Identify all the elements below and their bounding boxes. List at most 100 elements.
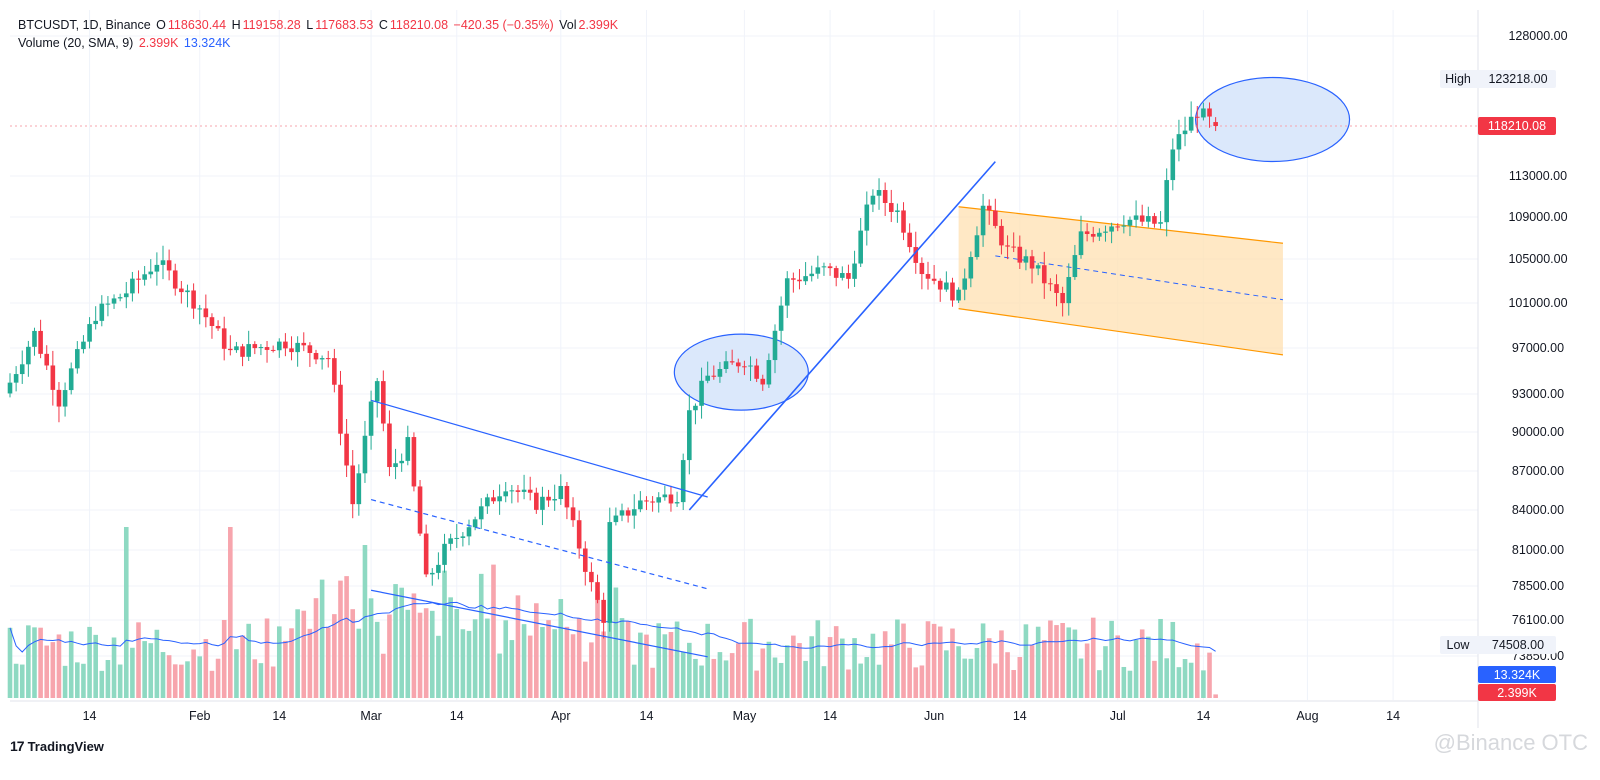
candle-body — [650, 501, 655, 503]
volume-bar — [81, 663, 86, 698]
low-label-bg — [1440, 636, 1556, 654]
volume-bar — [1121, 666, 1127, 698]
volume-bar — [937, 626, 943, 698]
volume-bar — [742, 622, 747, 698]
volume-bar — [687, 642, 692, 698]
channel-fill — [958, 206, 1283, 355]
volume-bar — [944, 650, 949, 698]
volume-bar — [754, 670, 759, 698]
volume-bar — [13, 663, 19, 698]
candle-body — [228, 348, 233, 351]
volume-bar — [148, 643, 154, 698]
volume-bar — [950, 628, 955, 698]
candle-body — [411, 437, 417, 487]
volume-bar — [191, 649, 196, 698]
candle-body — [540, 496, 545, 510]
price-tick-label: 101000.00 — [1508, 296, 1567, 310]
candle-body — [215, 325, 221, 329]
volume-bar — [68, 631, 74, 698]
volume-bar — [846, 669, 851, 698]
candle-body — [497, 496, 502, 502]
volume-study-value: 2.399K — [138, 36, 179, 50]
volume-bar — [1084, 643, 1090, 698]
volume-bar — [552, 629, 557, 698]
volume-bar — [344, 576, 349, 698]
volume-bar — [442, 570, 447, 698]
volume-bar — [448, 597, 453, 698]
time-tick-label: 14 — [823, 709, 837, 723]
candle-body — [399, 460, 404, 464]
volume-bar — [1041, 640, 1047, 698]
candle-body — [931, 278, 937, 281]
candlesticks — [7, 101, 1218, 639]
volume-bar — [833, 626, 839, 698]
volume-bar — [974, 648, 980, 698]
candle-body — [1139, 215, 1145, 222]
volume-bar — [478, 573, 484, 698]
candle-body — [13, 374, 19, 383]
volume-bar — [540, 627, 545, 698]
candle-body — [693, 405, 698, 411]
candle-body — [558, 485, 564, 500]
falling-channel-lower — [370, 589, 708, 658]
candle-body — [638, 500, 643, 510]
open-value: 118630.44 — [167, 18, 227, 32]
price-tick-label: 105000.00 — [1508, 252, 1567, 266]
candle-body — [876, 190, 882, 196]
volume-bar — [325, 627, 331, 698]
volume-bar — [429, 610, 435, 698]
volume-bar — [558, 599, 564, 698]
tradingview-brand[interactable]: 17 TradingView — [10, 738, 104, 754]
symbol-label[interactable]: BTCUSDT, 1D, Binance — [18, 18, 151, 32]
volume-bar — [1133, 639, 1139, 698]
candle-body — [503, 491, 509, 497]
low-value: 117683.53 — [315, 18, 374, 32]
volume-bar — [852, 638, 857, 698]
candle-body — [1084, 231, 1090, 234]
volume-bar — [619, 618, 625, 698]
volume-bar — [166, 655, 172, 698]
volume-bar — [454, 608, 460, 698]
last-price-label: 118210.08 — [1488, 119, 1546, 133]
candle-body — [901, 210, 906, 233]
candle-body — [662, 494, 668, 498]
candle-body — [631, 509, 637, 516]
change-value: −420.35 (−0.35%) — [453, 18, 554, 32]
candle-body — [1115, 226, 1121, 228]
volume-bar — [772, 657, 778, 698]
candle-body — [552, 499, 557, 501]
volume-study-label[interactable]: Volume (20, SMA, 9) — [18, 36, 134, 50]
time-tick-label: 14 — [640, 709, 654, 723]
time-axis[interactable]: 14 Feb 14 Mar 14 Apr 14 May 14 Jun 14 Jul 14 Aug 14 — [83, 709, 1401, 723]
candle-body — [185, 290, 190, 293]
volume-bar — [209, 670, 215, 698]
candle-body — [687, 410, 692, 461]
candle-body — [717, 369, 723, 377]
volume-bar — [656, 623, 662, 698]
last-price-label-bg — [1478, 116, 1556, 135]
candle-body — [1072, 255, 1078, 278]
candle-body — [595, 582, 600, 600]
candle-body — [656, 497, 662, 503]
candle-body — [607, 522, 613, 623]
candle-body — [1060, 292, 1065, 304]
time-tick-label: Apr — [551, 709, 570, 723]
volume-bar — [234, 649, 239, 698]
volume-bar — [387, 614, 392, 698]
time-tick-label: 14 — [1013, 709, 1027, 723]
candle-body — [968, 257, 974, 279]
candle-body — [760, 378, 766, 385]
candle-body — [582, 548, 588, 572]
candle-body — [111, 298, 117, 304]
volume-bar — [87, 626, 92, 698]
volume-bar — [1072, 629, 1078, 698]
price-axis[interactable]: 128000.00 113000.00 109000.00 105000.00 1010… — [1440, 29, 1568, 701]
volume-bar — [888, 644, 894, 698]
candle-body — [166, 260, 172, 271]
candle-body — [172, 270, 178, 289]
price-tick-label: 78500.00 — [1512, 579, 1564, 593]
volume-bar — [662, 634, 668, 698]
volume-bar — [130, 647, 135, 698]
candle-body — [674, 502, 680, 504]
